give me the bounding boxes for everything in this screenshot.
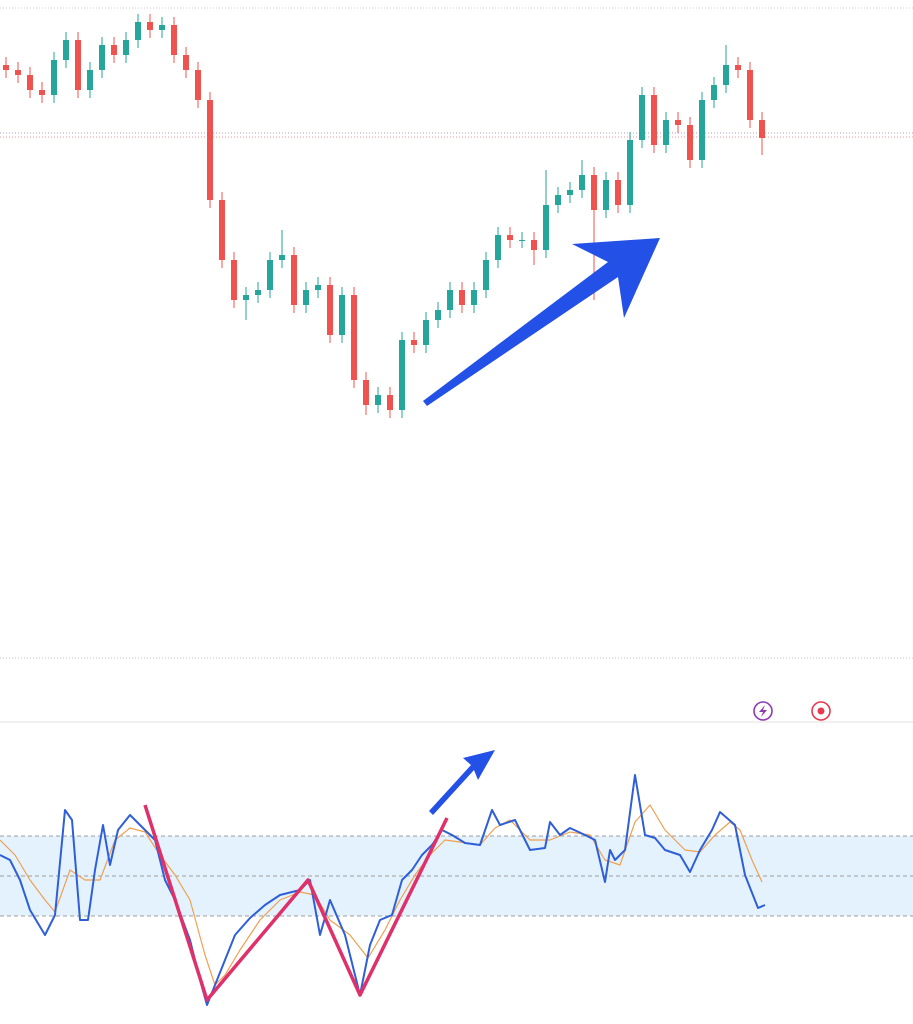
candle-body bbox=[3, 65, 9, 70]
candle-body bbox=[399, 340, 405, 410]
annotations bbox=[143, 238, 831, 1002]
candle-body bbox=[123, 40, 129, 55]
candle-body bbox=[639, 95, 645, 140]
oscillator-line bbox=[0, 804, 763, 986]
candle-body bbox=[699, 100, 705, 160]
candle-body bbox=[579, 175, 585, 190]
candle-body bbox=[663, 120, 669, 145]
candle-body bbox=[51, 60, 57, 95]
oscillator-pane bbox=[0, 774, 913, 1006]
candle-body bbox=[723, 65, 729, 85]
trend-arrow bbox=[429, 750, 495, 815]
candle-body bbox=[387, 395, 393, 410]
candle-body bbox=[87, 70, 93, 90]
candle-body bbox=[111, 45, 117, 55]
candle-body bbox=[363, 380, 369, 405]
trend-arrow bbox=[423, 238, 660, 406]
candle-body bbox=[759, 120, 765, 138]
candle-body bbox=[519, 240, 525, 241]
candle-body bbox=[171, 25, 177, 55]
candle-body bbox=[147, 22, 153, 30]
candle-body bbox=[411, 340, 417, 345]
candle-body bbox=[39, 90, 45, 95]
candle-body bbox=[351, 295, 357, 380]
candle-body bbox=[675, 120, 681, 125]
candle-body bbox=[459, 290, 465, 305]
candle-body bbox=[447, 290, 453, 310]
candle-body bbox=[279, 255, 285, 260]
candle-body bbox=[543, 205, 549, 250]
candle-body bbox=[183, 55, 189, 70]
record-icon-dot bbox=[817, 707, 825, 715]
candle-body bbox=[255, 290, 261, 295]
candle-body bbox=[747, 70, 753, 120]
alert-icon-glyph bbox=[759, 705, 767, 717]
candle-body bbox=[327, 285, 333, 335]
candle-body bbox=[267, 260, 273, 290]
candle-body bbox=[99, 45, 105, 70]
candle-body bbox=[567, 190, 573, 195]
candle-body bbox=[483, 260, 489, 290]
candle-body bbox=[159, 25, 165, 30]
candle-body bbox=[687, 125, 693, 160]
candle-body bbox=[75, 40, 81, 90]
candle-body bbox=[651, 95, 657, 145]
candle-body bbox=[471, 290, 477, 305]
candle-body bbox=[435, 310, 441, 320]
candle-body bbox=[315, 285, 321, 290]
candle-body bbox=[591, 175, 597, 210]
candle-body bbox=[507, 235, 513, 240]
candle-body bbox=[195, 70, 201, 100]
candle-body bbox=[711, 85, 717, 100]
candle-body bbox=[291, 255, 297, 305]
candle-body bbox=[303, 290, 309, 305]
candle-body bbox=[63, 40, 69, 60]
candle-body bbox=[231, 260, 237, 300]
candle-body bbox=[615, 180, 621, 205]
candle-body bbox=[603, 180, 609, 210]
candle-body bbox=[375, 395, 381, 405]
oscillator-line bbox=[0, 774, 766, 1006]
candle-body bbox=[339, 295, 345, 335]
candle-body bbox=[423, 320, 429, 345]
candle-body bbox=[15, 70, 21, 75]
candle-body bbox=[555, 195, 561, 205]
candle-body bbox=[243, 295, 249, 300]
pattern-drawing bbox=[143, 804, 449, 1002]
candle-body bbox=[135, 22, 141, 40]
candle-body bbox=[207, 100, 213, 200]
candle-body bbox=[735, 65, 741, 70]
candle-body bbox=[627, 140, 633, 205]
candle-body bbox=[495, 235, 501, 260]
candle-body bbox=[219, 200, 225, 260]
candle-body bbox=[27, 75, 33, 90]
price-pane bbox=[3, 14, 765, 418]
candle-body bbox=[531, 240, 537, 250]
